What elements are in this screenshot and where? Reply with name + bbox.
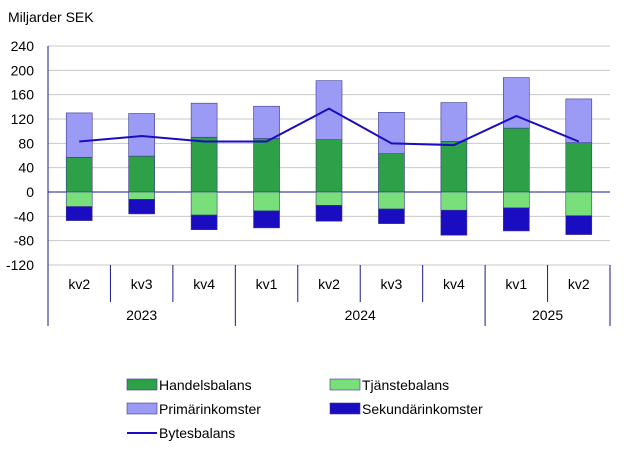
bar-primärinkomster-8: [565, 98, 593, 144]
bar-sekundärinkomster-4: [315, 205, 343, 222]
legend-label-handelsbalans: Handelsbalans: [159, 377, 252, 393]
x-year-label: 2024: [345, 307, 376, 323]
bar-primärinkomster-3: [253, 105, 280, 139]
bar-sekundärinkomster-0: [65, 206, 93, 221]
legend-label-primärinkomster: Primärinkomster: [159, 401, 261, 417]
legend-label-tjänstebalans: Tjänstebalans: [362, 377, 449, 393]
bar-handelsbalans-8: [565, 142, 593, 193]
bar-tjänstebalans-8: [565, 191, 593, 217]
bar-sekundärinkomster-3: [253, 210, 280, 229]
legend-swatch-tjänstebalans: [329, 378, 361, 391]
legend-swatch-handelsbalans: [126, 378, 158, 391]
legend-label-sekundärinkomster: Sekundärinkomster: [362, 401, 483, 417]
bar-primärinkomster-6: [440, 102, 468, 142]
y-tick-label: -80: [14, 233, 34, 249]
x-axis: kv2 kv3 kv4 kv1 kv2 kv3 kv4 kv1 kv2 2023 2024 2025: [47, 265, 611, 326]
bar-sekundärinkomster-2: [190, 214, 218, 231]
y-axis: 240 200 160 120 80 40 0 -40 -80 -120: [6, 38, 610, 273]
bar-sekundärinkomster-5: [378, 208, 405, 224]
bar-handelsbalans-1: [128, 155, 155, 193]
x-tick-label: kv2: [568, 276, 590, 292]
y-tick-label: 80: [18, 135, 34, 151]
x-tick-label: kv3: [131, 276, 153, 292]
bytesbalans-line: [79, 107, 580, 147]
bar-sekundärinkomster-7: [503, 207, 530, 232]
bar-handelsbalans-3: [253, 138, 280, 193]
bar-primärinkomster-4: [315, 80, 343, 140]
y-tick-label: 120: [11, 111, 35, 127]
y-tick-label: 0: [26, 184, 34, 200]
legend-swatch-primärinkomster: [126, 402, 158, 415]
y-tick-label: -120: [6, 257, 34, 273]
legend: Handelsbalans Tjänstebalans Primärinkomste…: [126, 377, 483, 441]
x-tick-label: kv4: [193, 276, 215, 292]
bar-tjänstebalans-2: [190, 191, 218, 216]
x-tick-label: kv1: [256, 276, 278, 292]
bar-handelsbalans-2: [190, 136, 218, 193]
y-tick-label: 200: [11, 62, 35, 78]
bar-handelsbalans-6: [440, 141, 468, 193]
legend-swatch-sekundärinkomster: [329, 402, 361, 415]
bar-primärinkomster-5: [378, 112, 405, 154]
bar-tjänstebalans-1: [128, 191, 155, 200]
x-tick-label: kv1: [505, 276, 527, 292]
x-tick-label: kv2: [68, 276, 90, 292]
y-tick-label: 160: [11, 87, 35, 103]
bar-tjänstebalans-6: [440, 191, 468, 211]
bar-tjänstebalans-7: [503, 191, 530, 209]
bar-sekundärinkomster-8: [565, 215, 593, 235]
y-tick-label: 240: [11, 38, 35, 54]
bars: [65, 77, 593, 236]
bar-tjänstebalans-3: [253, 191, 280, 212]
y-tick-label: -40: [14, 208, 34, 224]
bar-handelsbalans-7: [503, 127, 530, 193]
bar-tjänstebalans-0: [65, 191, 93, 207]
x-tick-label: kv2: [318, 276, 340, 292]
bar-handelsbalans-0: [65, 157, 93, 193]
legend-label-bytesbalans: Bytesbalans: [159, 425, 235, 441]
x-year-label: 2023: [126, 307, 157, 323]
unit-label: Miljarder SEK: [8, 9, 94, 25]
y-tick-label: 40: [18, 160, 34, 176]
bar-primärinkomster-0: [65, 112, 93, 158]
bar-tjänstebalans-5: [378, 191, 405, 210]
bar-tjänstebalans-4: [315, 191, 343, 206]
x-year-label: 2025: [532, 307, 563, 323]
bar-sekundärinkomster-1: [128, 199, 155, 215]
bar-handelsbalans-4: [315, 139, 343, 193]
bar-handelsbalans-5: [378, 153, 405, 193]
bar-primärinkomster-2: [190, 102, 218, 138]
x-tick-label: kv3: [381, 276, 403, 292]
bar-primärinkomster-1: [128, 113, 155, 157]
x-tick-label: kv4: [443, 276, 465, 292]
bar-sekundärinkomster-6: [440, 209, 468, 236]
